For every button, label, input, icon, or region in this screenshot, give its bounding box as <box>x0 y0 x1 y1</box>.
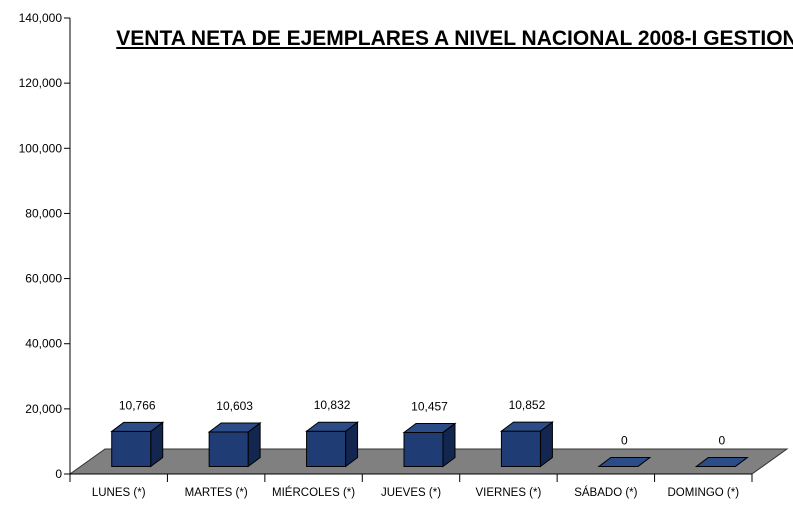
bar-front <box>306 430 347 467</box>
y-tick-label: 120,000 <box>19 76 63 90</box>
bar-top <box>499 421 554 432</box>
value-label: 0 <box>718 434 725 448</box>
bar-front <box>111 430 152 467</box>
bar-top <box>694 457 749 467</box>
bar-top <box>207 422 262 433</box>
bar <box>110 421 165 468</box>
value-label: 10,766 <box>119 398 156 412</box>
y-tick-label: 100,000 <box>19 141 63 155</box>
bar-top <box>597 457 652 467</box>
bar <box>305 421 360 468</box>
bar-front <box>500 430 541 467</box>
bar <box>597 457 652 467</box>
x-tick-label: VIERNES (*) <box>475 487 542 499</box>
x-tick-label: JUEVES (*) <box>380 487 442 499</box>
y-tick-label: 60,000 <box>25 272 62 286</box>
bar <box>694 457 749 467</box>
x-tick-label: LUNES (*) <box>91 487 146 499</box>
bar <box>499 421 554 468</box>
value-label: 10,603 <box>216 399 253 413</box>
chart-title: VENTA NETA DE EJEMPLARES A NIVEL NACIONA… <box>116 27 793 50</box>
bar <box>207 421 262 468</box>
bar-front <box>403 431 444 467</box>
y-tick-label: 80,000 <box>25 206 62 220</box>
bar-top <box>110 421 165 432</box>
y-tick-label: 20,000 <box>25 402 62 416</box>
x-tick-label: MIÉRCOLES (*) <box>272 487 356 499</box>
y-tick-label: 140,000 <box>19 11 63 25</box>
value-label: 10,852 <box>509 398 546 412</box>
bar-top <box>305 421 360 432</box>
x-tick-label: SÁBADO (*) <box>574 487 638 499</box>
x-tick-label: MARTES (*) <box>184 487 248 499</box>
x-tick-label: DOMINGO (*) <box>667 487 740 499</box>
value-label: 0 <box>621 434 628 448</box>
value-label: 10,832 <box>314 398 351 412</box>
y-tick-label: 40,000 <box>25 337 62 351</box>
y-tick-label: 0 <box>55 467 62 481</box>
bar-front <box>208 431 249 467</box>
bar <box>402 422 457 468</box>
bar-top <box>402 422 457 433</box>
value-label: 10,457 <box>411 399 448 413</box>
